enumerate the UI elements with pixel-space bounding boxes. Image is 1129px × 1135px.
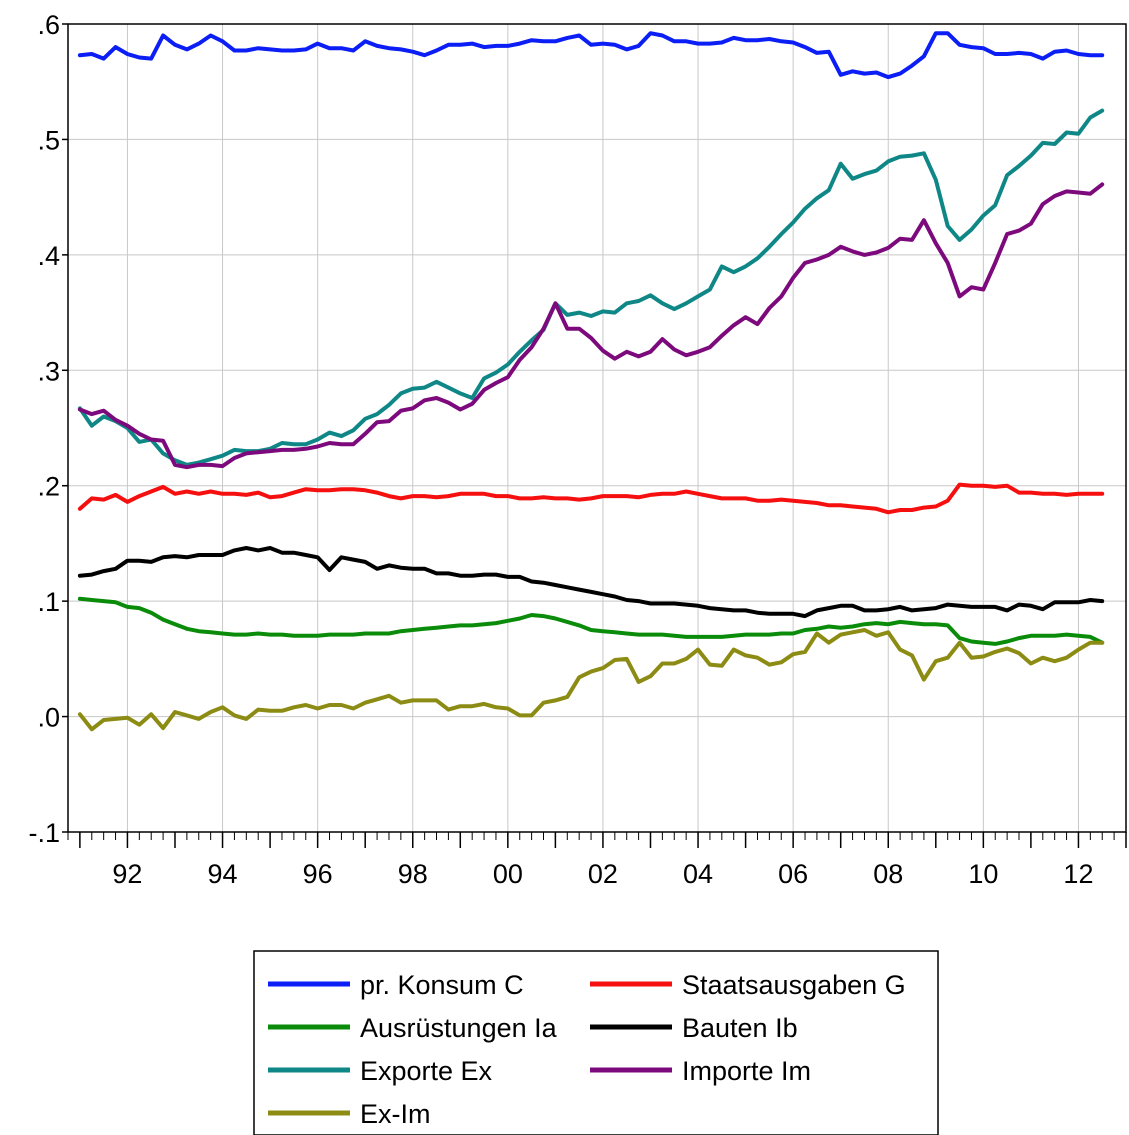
x-tick-label: 94 <box>208 859 238 889</box>
series-line-staatsausgaben-g <box>77 482 1105 515</box>
y-tick-label: -.1 <box>28 818 60 848</box>
x-tick-label: 98 <box>398 859 428 889</box>
x-tick-label: 10 <box>968 859 998 889</box>
legend-label: Exporte Ex <box>360 1056 493 1086</box>
legend-label: Ausrüstungen Ia <box>360 1013 558 1043</box>
x-tick-label: 02 <box>588 859 618 889</box>
y-tick-label: .0 <box>37 703 60 733</box>
legend-label: pr. Konsum C <box>360 970 524 1000</box>
x-tick-label: 12 <box>1063 859 1093 889</box>
x-tick-label: 00 <box>493 859 523 889</box>
legend-label: Ex-Im <box>360 1099 431 1129</box>
series-line-pr-konsum-c <box>77 31 1105 80</box>
series-lines <box>77 31 1105 732</box>
plot-background <box>68 24 1126 832</box>
x-tick-label: 92 <box>112 859 142 889</box>
x-tick-label: 08 <box>873 859 903 889</box>
y-tick-label: .3 <box>37 356 60 386</box>
legend-label: Staatsausgaben G <box>682 970 906 1000</box>
legend-label: Importe Im <box>682 1056 811 1086</box>
y-tick-label: .1 <box>37 587 60 617</box>
series-line-ausr-stungen-ia <box>77 596 1105 646</box>
x-tick-label: 96 <box>303 859 333 889</box>
y-tick-label: .6 <box>37 10 60 40</box>
plot-frame <box>67 23 1127 833</box>
y-tick-label: .4 <box>37 241 60 271</box>
y-axis: -.1 .0 .1 .2 .3 .4 .5 .6 <box>28 10 68 848</box>
series-line-importe-im <box>77 182 1105 470</box>
x-tick-label: 04 <box>683 859 713 889</box>
y-tick-label: .5 <box>37 125 60 155</box>
y-tick-label: .2 <box>37 472 60 502</box>
legend: pr. Konsum C Staatsausgaben G Ausrüstungen… <box>253 950 939 1135</box>
series-line-bauten-ib <box>77 546 1105 619</box>
x-axis: 92 94 96 98 00 02 04 06 08 10 12 <box>67 832 1127 889</box>
series-line-ex-im <box>77 628 1105 732</box>
legend-label: Bauten Ib <box>682 1013 798 1043</box>
x-tick-label: 06 <box>778 859 808 889</box>
